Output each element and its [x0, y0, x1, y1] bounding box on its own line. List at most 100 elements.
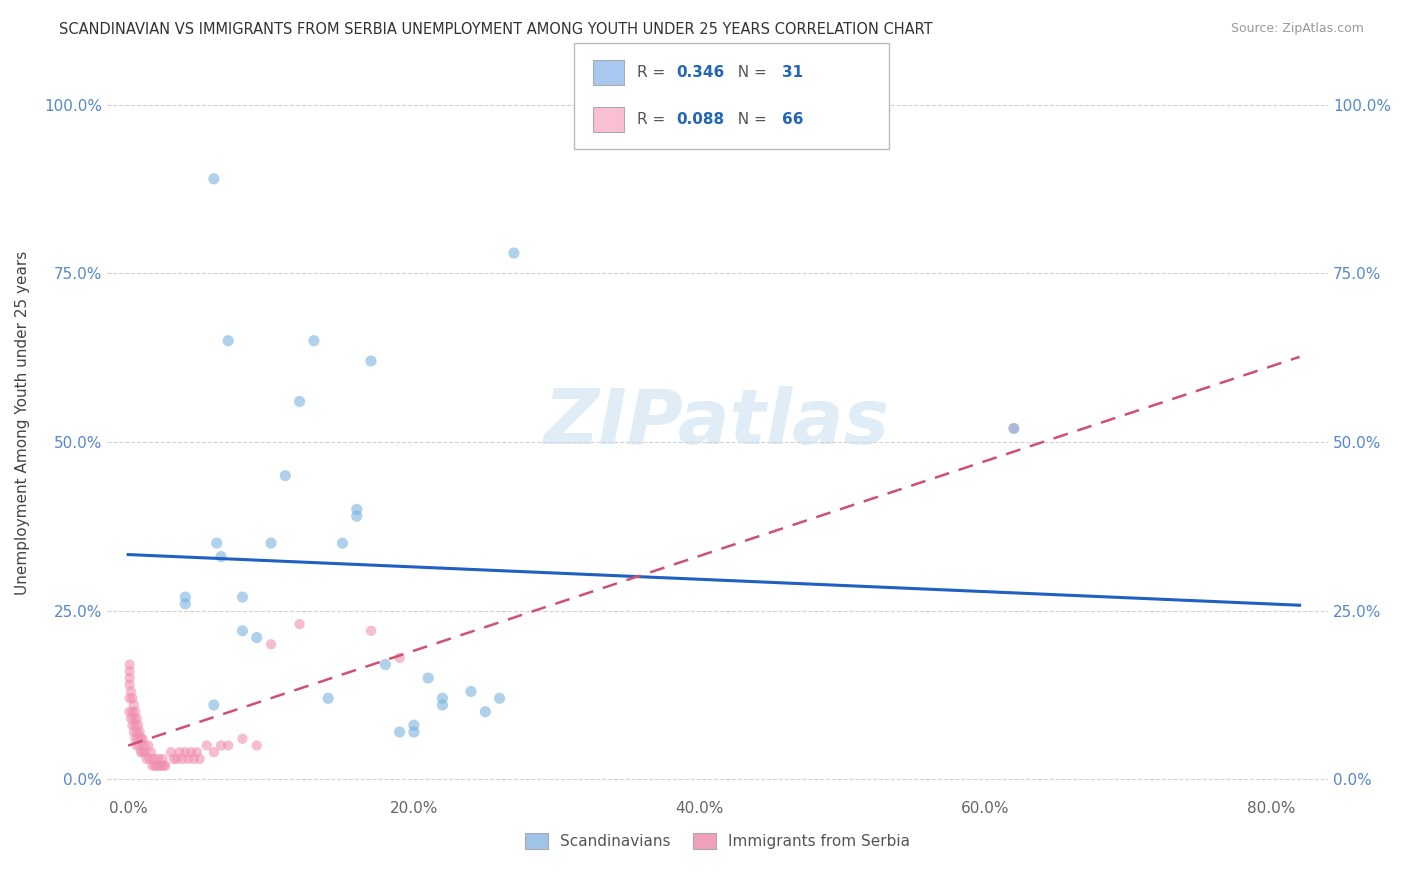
Point: [288, 394, 311, 409]
Point: [142, 752, 165, 766]
Point: [374, 657, 396, 672]
Point: [402, 718, 425, 732]
Point: [332, 536, 354, 550]
Text: N =: N =: [728, 64, 772, 79]
Point: [202, 698, 225, 712]
Point: [120, 684, 142, 698]
Point: [169, 745, 191, 759]
Point: [118, 691, 141, 706]
Point: [1002, 421, 1025, 435]
Point: [231, 590, 253, 604]
Point: [188, 752, 211, 766]
Point: [274, 468, 297, 483]
Point: [231, 624, 253, 638]
Point: [124, 705, 146, 719]
Text: 0.346: 0.346: [676, 64, 724, 79]
Point: [418, 671, 440, 685]
Point: [122, 711, 145, 725]
Point: [128, 739, 150, 753]
Point: [360, 354, 382, 368]
Point: [388, 725, 411, 739]
Point: [153, 758, 176, 772]
Point: [177, 752, 200, 766]
Point: [125, 711, 148, 725]
Point: [388, 650, 411, 665]
Text: 31: 31: [782, 64, 803, 79]
Point: [163, 752, 186, 766]
Point: [155, 758, 177, 772]
Point: [460, 684, 482, 698]
Point: [121, 691, 143, 706]
Point: [122, 698, 145, 712]
Point: [260, 536, 283, 550]
Point: [217, 334, 239, 348]
Point: [118, 678, 141, 692]
Point: [160, 745, 183, 759]
Point: [316, 691, 339, 706]
Point: [120, 711, 142, 725]
Point: [125, 739, 148, 753]
Y-axis label: Unemployment Among Youth under 25 years: Unemployment Among Youth under 25 years: [15, 252, 30, 596]
Point: [131, 731, 153, 746]
Point: [432, 698, 454, 712]
Point: [246, 739, 269, 753]
Point: [195, 739, 218, 753]
Point: [502, 246, 524, 260]
Point: [246, 631, 269, 645]
Point: [124, 731, 146, 746]
Point: [118, 705, 141, 719]
Point: [127, 718, 149, 732]
Point: [231, 731, 253, 746]
Point: [152, 752, 174, 766]
Point: [209, 739, 232, 753]
Text: SCANDINAVIAN VS IMMIGRANTS FROM SERBIA UNEMPLOYMENT AMONG YOUTH UNDER 25 YEARS C: SCANDINAVIAN VS IMMIGRANTS FROM SERBIA U…: [59, 22, 932, 37]
Point: [148, 752, 170, 766]
Text: Source: ZipAtlas.com: Source: ZipAtlas.com: [1230, 22, 1364, 36]
Point: [127, 731, 149, 746]
Point: [134, 745, 156, 759]
Point: [125, 725, 148, 739]
Point: [1002, 421, 1025, 435]
Point: [432, 691, 454, 706]
Point: [166, 752, 188, 766]
Point: [202, 171, 225, 186]
Point: [129, 731, 152, 746]
Point: [202, 745, 225, 759]
Point: [260, 637, 283, 651]
Point: [205, 536, 228, 550]
Point: [131, 745, 153, 759]
Point: [121, 705, 143, 719]
Point: [174, 590, 197, 604]
Point: [132, 739, 155, 753]
Point: [135, 752, 157, 766]
Point: [124, 718, 146, 732]
Point: [172, 752, 194, 766]
Point: [139, 745, 162, 759]
Point: [143, 758, 166, 772]
Point: [346, 509, 368, 524]
Point: [402, 725, 425, 739]
Point: [288, 617, 311, 632]
Point: [118, 657, 141, 672]
Point: [150, 758, 173, 772]
Point: [174, 597, 197, 611]
Text: 0.088: 0.088: [676, 112, 724, 127]
Point: [129, 745, 152, 759]
Point: [122, 725, 145, 739]
Point: [180, 745, 202, 759]
Point: [145, 758, 167, 772]
Point: [488, 691, 510, 706]
Point: [121, 718, 143, 732]
Text: R =: R =: [637, 112, 671, 127]
Point: [141, 758, 163, 772]
Text: ZIPatlas: ZIPatlas: [544, 386, 890, 460]
Point: [118, 665, 141, 679]
Point: [149, 758, 172, 772]
Text: R =: R =: [637, 64, 671, 79]
Point: [209, 549, 232, 564]
Point: [118, 671, 141, 685]
Point: [217, 739, 239, 753]
Point: [346, 502, 368, 516]
Point: [128, 725, 150, 739]
Point: [302, 334, 325, 348]
